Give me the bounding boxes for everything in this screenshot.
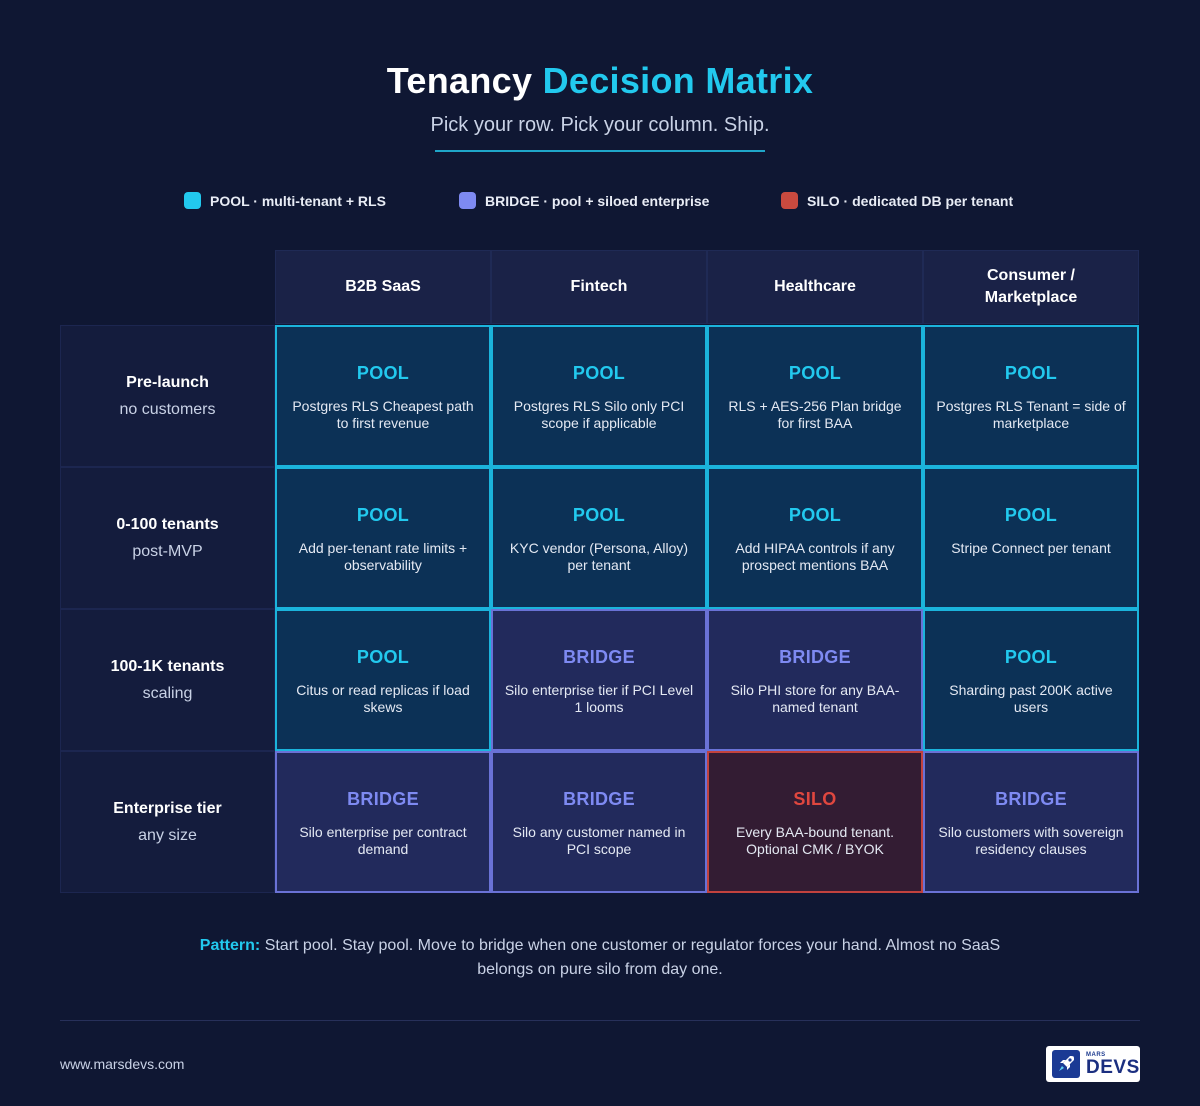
- matrix-cell: BRIDGE Silo customers with sovereign res…: [923, 751, 1139, 893]
- matrix-cell: POOL Postgres RLS Silo only PCI scope if…: [491, 325, 707, 467]
- rocket-icon: [1050, 1049, 1082, 1079]
- legend-item-silo: SILO · dedicated DB per tenant: [781, 192, 1013, 209]
- row-subtitle: scaling: [142, 684, 193, 702]
- cell-note: Add per-tenant rate limits + observabili…: [298, 540, 468, 573]
- legend-label-silo: SILO · dedicated DB per tenant: [807, 192, 1014, 209]
- cell-type: BRIDGE: [779, 647, 851, 667]
- cell-type: BRIDGE: [563, 789, 635, 809]
- cell-note: Sharding past 200K active users: [949, 682, 1113, 715]
- page-subtitle: Pick your row. Pick your column. Ship.: [430, 114, 770, 136]
- matrix-cell: BRIDGE Silo enterprise tier if PCI Level…: [491, 609, 707, 751]
- legend-swatch-silo: [781, 192, 798, 209]
- cell-type: POOL: [356, 505, 410, 525]
- cell-type: POOL: [1004, 505, 1058, 525]
- cell-type: BRIDGE: [995, 789, 1067, 809]
- row-header-enterprise-tier: Enterprise tier any size: [60, 751, 275, 893]
- matrix-cell: BRIDGE Silo PHI store for any BAA-named …: [707, 609, 923, 751]
- matrix-cell: POOL Citus or read replicas if load skew…: [275, 609, 491, 751]
- matrix-cell: POOL RLS + AES-256 Plan bridge for first…: [707, 325, 923, 467]
- matrix-cell: BRIDGE Silo any customer named in PCI sc…: [491, 751, 707, 893]
- cell-note: Postgres RLS Tenant = side of marketplac…: [936, 398, 1126, 431]
- cell-type: POOL: [788, 505, 842, 525]
- matrix-cell: POOL Sharding past 200K active users: [923, 609, 1139, 751]
- matrix-cell: POOL Stripe Connect per tenant: [923, 467, 1139, 609]
- row-title: 100-1K tenants: [110, 657, 225, 675]
- cell-note: Silo enterprise tier if PCI Level 1 loom…: [504, 682, 694, 715]
- row-subtitle: any size: [138, 826, 197, 844]
- row-title: Enterprise tier: [113, 799, 222, 817]
- marsdevs-logo[interactable]: MARS DEVS: [1046, 1046, 1140, 1082]
- row-subtitle: post-MVP: [132, 542, 203, 560]
- pattern-text: Start pool. Stay pool. Move to bridge wh…: [264, 937, 1001, 978]
- column-header-healthcare: Healthcare: [707, 250, 923, 324]
- legend: POOL · multi-tenant + RLS BRIDGE · pool …: [0, 192, 1200, 212]
- matrix-cell: POOL Postgres RLS Cheapest path to first…: [275, 325, 491, 467]
- cell-note: Silo enterprise per contract demand: [299, 824, 467, 857]
- column-header-consumer-marketplace: Consumer / Marketplace: [923, 250, 1139, 324]
- legend-swatch-bridge: [459, 192, 476, 209]
- cell-note: Postgres RLS Cheapest path to first reve…: [292, 398, 474, 431]
- matrix-cell: POOL Add HIPAA controls if any prospect …: [707, 467, 923, 609]
- cell-type: SILO: [793, 789, 837, 809]
- cell-type: POOL: [788, 363, 842, 383]
- cell-note: Silo any customer named in PCI scope: [512, 824, 686, 857]
- footer-divider: [60, 1020, 1140, 1021]
- row-title: Pre-launch: [126, 373, 209, 391]
- cell-type: POOL: [356, 363, 410, 383]
- matrix-cell: POOL KYC vendor (Persona, Alloy) per ten…: [491, 467, 707, 609]
- row-header-0-100-tenants: 0-100 tenants post-MVP: [60, 467, 275, 609]
- pattern-label: Pattern:: [199, 937, 261, 954]
- cell-note: Silo PHI store for any BAA-named tenant: [730, 682, 900, 715]
- matrix-cell: SILO Every BAA-bound tenant. Optional CM…: [707, 751, 923, 893]
- legend-item-pool: POOL · multi-tenant + RLS: [184, 192, 386, 209]
- legend-label-bridge: BRIDGE · pool + siloed enterprise: [485, 192, 710, 209]
- cell-note: KYC vendor (Persona, Alloy) per tenant: [509, 540, 689, 573]
- logo-wordmark: MARS DEVS: [1086, 1052, 1140, 1077]
- cell-note: Postgres RLS Silo only PCI scope if appl…: [513, 398, 685, 431]
- logo-small-text: MARS: [1086, 1051, 1106, 1058]
- cell-type: POOL: [1004, 363, 1058, 383]
- cell-type: BRIDGE: [563, 647, 635, 667]
- row-header-100-1k-tenants: 100-1K tenants scaling: [60, 609, 275, 751]
- matrix-cell: POOL Add per-tenant rate limits + observ…: [275, 467, 491, 609]
- legend-label-pool: POOL · multi-tenant + RLS: [210, 192, 386, 209]
- matrix-cell: POOL Postgres RLS Tenant = side of marke…: [923, 325, 1139, 467]
- row-subtitle: no customers: [119, 400, 216, 418]
- cell-type: POOL: [572, 505, 626, 525]
- matrix-cell: BRIDGE Silo enterprise per contract dema…: [275, 751, 491, 893]
- page-title: Tenancy Decision Matrix: [0, 60, 1200, 102]
- title-accent: Decision Matrix: [542, 60, 814, 101]
- cell-type: BRIDGE: [347, 789, 419, 809]
- cell-note: Silo customers with sovereign residency …: [938, 824, 1124, 857]
- cell-note: Add HIPAA controls if any prospect menti…: [735, 540, 895, 573]
- title-main: Tenancy: [386, 60, 533, 101]
- website-link[interactable]: www.marsdevs.com: [60, 1056, 185, 1072]
- cell-note: Citus or read replicas if load skews: [296, 682, 470, 715]
- title-underline: [435, 150, 765, 152]
- cell-note: Every BAA-bound tenant. Optional CMK / B…: [736, 824, 894, 857]
- pattern-note: Pattern: Start pool. Stay pool. Move to …: [180, 934, 1020, 982]
- logo-big-text: DEVS: [1086, 1056, 1140, 1078]
- cell-type: POOL: [572, 363, 626, 383]
- cell-type: POOL: [1004, 647, 1058, 667]
- legend-item-bridge: BRIDGE · pool + siloed enterprise: [459, 192, 709, 209]
- cell-note: RLS + AES-256 Plan bridge for first BAA: [728, 398, 902, 431]
- row-title: 0-100 tenants: [116, 515, 219, 533]
- column-header-b2b-saas: B2B SaaS: [275, 250, 491, 324]
- row-header-pre-launch: Pre-launch no customers: [60, 325, 275, 467]
- cell-type: POOL: [356, 647, 410, 667]
- column-header-fintech: Fintech: [491, 250, 707, 324]
- legend-swatch-pool: [184, 192, 201, 209]
- cell-note: Stripe Connect per tenant: [951, 540, 1111, 556]
- decision-matrix: B2B SaaS Fintech Healthcare Consumer / M…: [60, 250, 1140, 893]
